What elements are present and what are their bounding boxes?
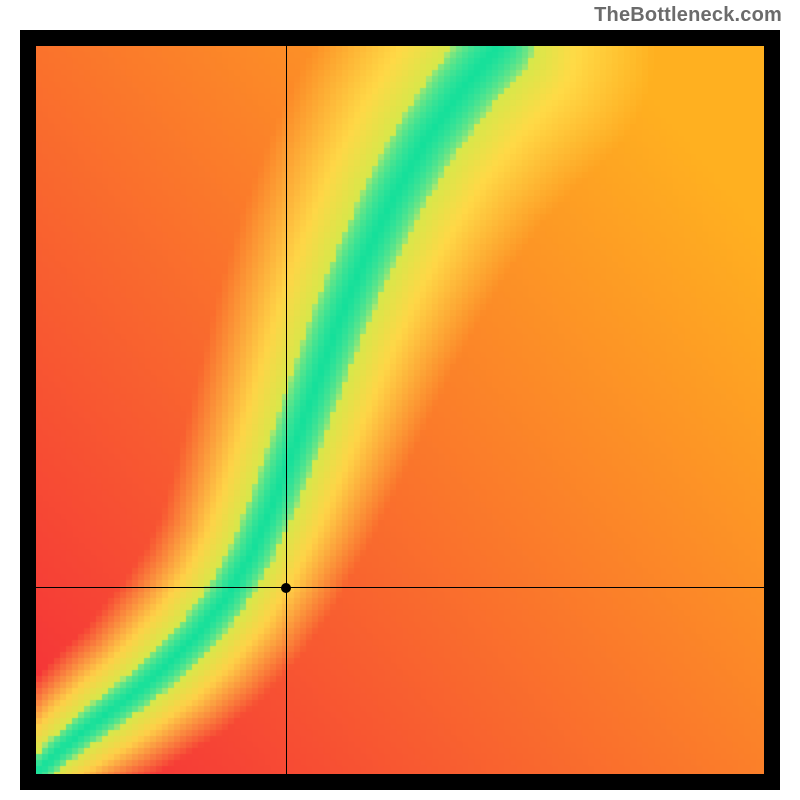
heatmap-canvas xyxy=(36,46,764,774)
chart-container: TheBottleneck.com xyxy=(0,0,800,800)
watermark-text: TheBottleneck.com xyxy=(594,4,782,27)
crosshair-horizontal xyxy=(36,587,764,588)
crosshair-vertical xyxy=(286,46,287,774)
